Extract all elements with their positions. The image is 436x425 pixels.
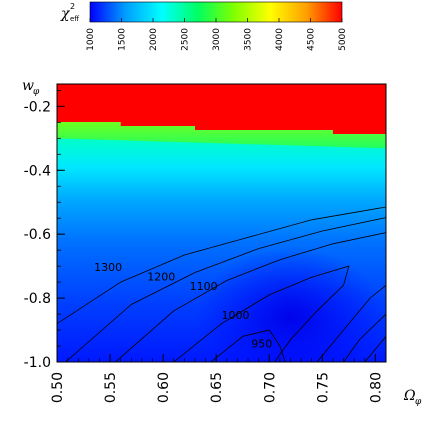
colorbar-tick-label: 5000 (338, 28, 348, 51)
colorbar-tick-label: 3500 (244, 28, 254, 51)
y-axis-label: w φ (22, 78, 40, 97)
colorbar-tick-label: 1500 (118, 28, 128, 51)
contour-extra-1 (343, 313, 386, 362)
colorbar-label-sup: 2 (70, 2, 75, 11)
contour-1200 (65, 217, 386, 362)
contour-label-950: 950 (251, 338, 272, 351)
contour-950 (210, 329, 286, 362)
x-tick-label: 0.55 (103, 372, 119, 403)
minimum-region (195, 247, 386, 362)
x-tick-label: 0.60 (156, 372, 172, 403)
x-tick-label: 0.50 (50, 372, 66, 403)
colorbar-tick-label: 3000 (212, 28, 222, 51)
axis-ticks: -0.2 -0.4 -0.6 -0.8 -1.00.50 0.55 0.60 0.65 0.70… (24, 89, 384, 403)
colorbar-label: χ (60, 6, 71, 22)
x-tick-label: 0.70 (262, 372, 278, 403)
y-tick-label: -1.0 (24, 355, 51, 371)
colorbar-tick-label: 4500 (307, 28, 317, 51)
colorbar-label-sub: eff (70, 15, 79, 23)
y-tick-label: -0.6 (24, 227, 51, 243)
svg-text:φ: φ (33, 87, 40, 97)
colorbar-tick-label: 2500 (181, 28, 191, 51)
high-chi2-region (57, 84, 386, 134)
contour-label-1300: 1300 (94, 261, 122, 274)
colorbar: χ 2 eff 1000 1500 2000 2500 3000 3500 4000 4500… (60, 1, 348, 51)
plot-frame (56, 83, 387, 363)
contour-1300 (57, 206, 386, 325)
contour-extra-0 (316, 284, 386, 362)
colorbar-tick-label: 2000 (149, 28, 159, 51)
contour-1100 (115, 232, 386, 362)
svg-text:w: w (22, 78, 34, 94)
svg-text:φ: φ (415, 397, 422, 407)
transition-band (57, 121, 386, 149)
colorbar-tick-label: 1000 (86, 28, 96, 51)
y-tick-label: -0.4 (24, 163, 51, 179)
y-tick-label: -0.2 (24, 99, 51, 115)
colorbar-tick-label: 4000 (275, 28, 285, 51)
contour-labels: 1300 1200 1100 1000 950 (94, 261, 272, 351)
contour-1000 (173, 265, 350, 362)
x-tick-label: 0.65 (209, 372, 225, 403)
contour-label-1200: 1200 (147, 271, 175, 284)
y-tick-label: -0.8 (24, 291, 51, 307)
svg-text:Ω: Ω (403, 388, 416, 404)
x-tick-label: 0.80 (368, 372, 384, 403)
contour-lines (57, 206, 386, 362)
contour-extra-2 (364, 336, 386, 362)
contour-label-1000: 1000 (222, 309, 250, 322)
plot-area (57, 84, 386, 362)
x-tick-label: 0.75 (315, 372, 331, 403)
colorbar-ticks: 1000 1500 2000 2500 3000 3500 4000 4500 5000 (86, 18, 348, 51)
x-axis-label: Ω φ (403, 388, 422, 407)
contour-label-1100: 1100 (190, 280, 218, 293)
